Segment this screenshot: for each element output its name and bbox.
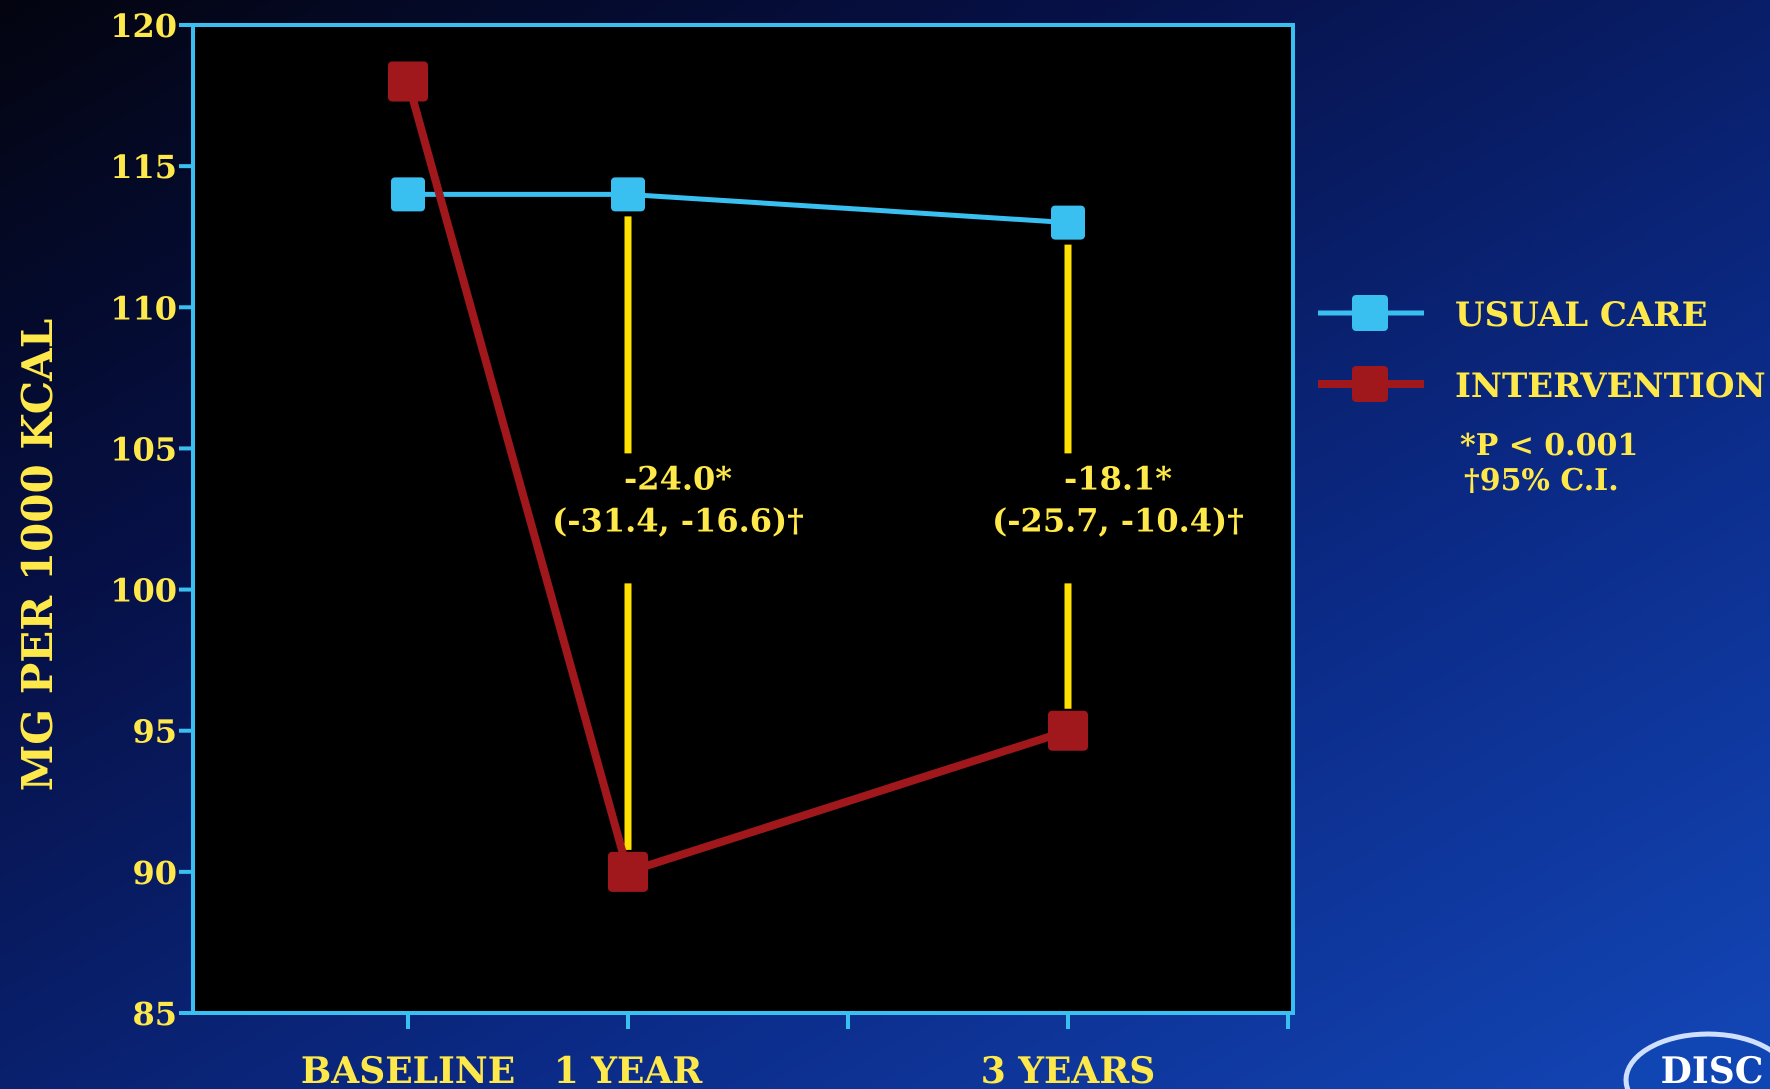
x-tick-label: 3 YEARS	[981, 1050, 1156, 1089]
footnote-p-value: *P < 0.001	[1460, 428, 1638, 463]
legend-intervention-marker	[1352, 366, 1388, 402]
usual-care-point	[1051, 205, 1085, 240]
legend-intervention-label: INTERVENTION	[1455, 366, 1766, 406]
x-tick-label: BASELINE	[301, 1050, 515, 1089]
usual-care-point	[611, 177, 645, 212]
confidence-interval-label: (-25.7, -10.4)†	[992, 501, 1244, 539]
plot-frame	[191, 23, 1295, 1015]
legend-usual-care-label: USUAL CARE	[1455, 295, 1708, 335]
y-tick-label: 105	[110, 430, 177, 468]
intervention-point	[608, 851, 648, 892]
difference-value-label: -18.1*	[1064, 459, 1172, 497]
y-tick-label: 95	[132, 713, 177, 751]
x-tick-label: 1 YEAR	[554, 1050, 704, 1089]
y-tick-label: 120	[110, 7, 177, 45]
plot-area	[193, 25, 1293, 1013]
y-tick-label: 90	[132, 854, 177, 892]
legend-usual-care-marker	[1352, 295, 1388, 331]
intervention-point	[388, 61, 428, 102]
intervention-point	[1048, 710, 1088, 751]
disc-logo-text: DISC	[1661, 1050, 1764, 1089]
footnote-ci: †95% C.I.	[1464, 463, 1619, 498]
confidence-interval-label: (-31.4, -16.6)†	[552, 501, 804, 539]
y-axis-label: MG PER 1000 KCAL	[13, 319, 62, 792]
disc-logo: DISC	[1623, 1031, 1770, 1089]
y-tick-label: 100	[110, 572, 177, 610]
y-tick-label: 110	[110, 289, 177, 327]
usual-care-point	[391, 177, 425, 212]
y-tick-label: 115	[110, 148, 177, 186]
y-tick-label: 85	[132, 995, 177, 1033]
difference-value-label: -24.0*	[624, 459, 732, 497]
